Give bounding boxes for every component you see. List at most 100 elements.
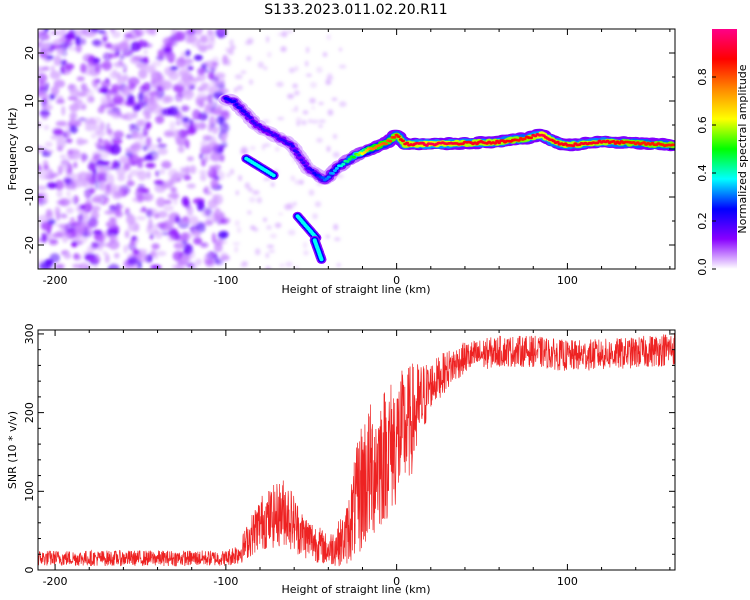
noise-blob bbox=[296, 121, 300, 127]
noise-blob bbox=[192, 109, 201, 121]
noise-blob bbox=[47, 218, 56, 225]
noise-blob bbox=[163, 199, 172, 205]
noise-blob bbox=[56, 98, 64, 104]
noise-blob bbox=[55, 263, 65, 269]
noise-blob bbox=[165, 38, 176, 45]
noise-blob bbox=[175, 57, 186, 68]
noise-blob bbox=[274, 222, 282, 228]
noise-blob bbox=[334, 237, 341, 242]
noise-blob bbox=[97, 106, 105, 114]
noise-blob bbox=[220, 79, 226, 86]
noise-blob bbox=[186, 262, 195, 269]
noise-blob bbox=[149, 233, 154, 240]
noise-blob bbox=[305, 46, 310, 54]
noise-blob bbox=[80, 139, 89, 144]
noise-blob bbox=[67, 47, 78, 52]
snr-y-tick-label: 300 bbox=[23, 323, 36, 344]
noise-blob bbox=[218, 230, 229, 238]
noise-blob bbox=[332, 133, 338, 140]
noise-blob bbox=[137, 183, 145, 191]
noise-blob bbox=[45, 82, 50, 90]
noise-blob bbox=[266, 225, 272, 230]
noise-blob bbox=[232, 242, 241, 246]
spectrogram-y-tick-label: -10 bbox=[23, 188, 36, 206]
noise-blob bbox=[113, 130, 124, 139]
noise-blob bbox=[217, 105, 223, 110]
noise-blob bbox=[163, 205, 174, 212]
noise-blob bbox=[279, 263, 285, 268]
spectrogram-x-tick-label: 0 bbox=[393, 274, 400, 287]
colorbar-ticks: 0.0 0.2 0.4 0.6 0.8 bbox=[696, 68, 716, 276]
noise-blob bbox=[88, 63, 94, 72]
noise-blob bbox=[118, 59, 123, 66]
track-core bbox=[297, 153, 302, 157]
noise-blob bbox=[128, 29, 141, 40]
noise-blob bbox=[41, 104, 53, 111]
noise-blob bbox=[123, 112, 134, 121]
noise-blob bbox=[212, 61, 220, 66]
noise-blob bbox=[41, 42, 51, 50]
noise-blob bbox=[75, 43, 82, 53]
noise-blob bbox=[199, 169, 207, 175]
noise-blob bbox=[186, 125, 196, 135]
noise-blob bbox=[300, 120, 307, 126]
noise-blob bbox=[287, 229, 296, 236]
noise-blob bbox=[326, 34, 331, 41]
track-core bbox=[529, 136, 534, 140]
noise-blob bbox=[256, 197, 262, 204]
noise-blob bbox=[44, 141, 53, 148]
noise-blob bbox=[79, 262, 89, 269]
noise-blob bbox=[137, 170, 147, 181]
noise-blob bbox=[229, 168, 235, 175]
spectrogram-y-tick-label: 10 bbox=[23, 94, 36, 108]
noise-blob bbox=[234, 74, 243, 80]
track-core bbox=[341, 162, 346, 166]
noise-blob bbox=[175, 30, 182, 42]
noise-blob bbox=[75, 224, 81, 232]
noise-blob bbox=[151, 243, 160, 250]
noise-blob bbox=[316, 137, 323, 143]
noise-blob bbox=[143, 193, 154, 202]
noise-blob bbox=[111, 160, 121, 170]
noise-blob bbox=[311, 119, 319, 124]
noise-blob bbox=[252, 190, 260, 195]
noise-blob bbox=[332, 151, 340, 158]
noise-blob bbox=[226, 61, 231, 67]
noise-blob bbox=[286, 30, 293, 34]
noise-blob bbox=[217, 29, 227, 35]
noise-blob bbox=[293, 201, 297, 206]
noise-blob bbox=[73, 98, 83, 106]
noise-blob bbox=[50, 85, 60, 96]
noise-blob bbox=[146, 99, 158, 111]
noise-blob bbox=[199, 153, 204, 160]
noise-blob bbox=[141, 145, 149, 151]
noise-blob bbox=[67, 96, 78, 101]
noise-blob bbox=[219, 122, 230, 134]
noise-blob bbox=[244, 182, 250, 189]
noise-blob bbox=[188, 215, 199, 225]
noise-blobs bbox=[38, 29, 347, 269]
noise-blob bbox=[113, 91, 122, 100]
noise-blob bbox=[141, 206, 147, 212]
noise-blob bbox=[294, 179, 301, 185]
noise-blob bbox=[49, 93, 55, 100]
track-core bbox=[326, 175, 331, 179]
noise-blob bbox=[54, 179, 65, 191]
noise-blob bbox=[295, 90, 301, 96]
noise-blob bbox=[63, 253, 72, 259]
noise-blob bbox=[116, 167, 127, 176]
colorbar-tick-label: 0.2 bbox=[696, 212, 709, 230]
noise-blob bbox=[145, 121, 152, 130]
snr-series-line bbox=[38, 333, 675, 568]
noise-blob bbox=[55, 120, 68, 127]
noise-blob bbox=[41, 114, 49, 121]
noise-blob bbox=[194, 54, 203, 61]
spectrogram-y-tick-label: 20 bbox=[23, 46, 36, 60]
noise-blob bbox=[212, 108, 223, 116]
noise-blob bbox=[210, 165, 218, 170]
noise-blob bbox=[90, 132, 97, 139]
noise-blob bbox=[157, 210, 168, 219]
track-core bbox=[258, 125, 263, 129]
noise-blob bbox=[56, 137, 67, 149]
noise-blob bbox=[49, 70, 61, 80]
